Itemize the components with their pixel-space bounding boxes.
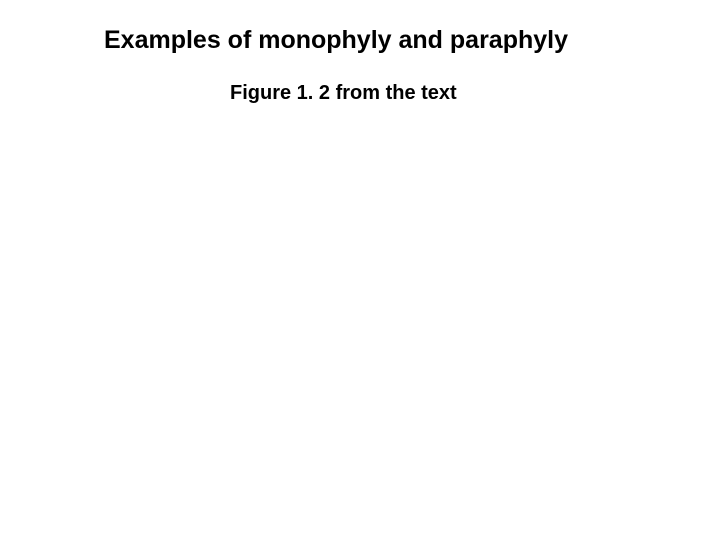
slide-title: Examples of monophyly and paraphyly	[104, 26, 568, 55]
slide-subtitle: Figure 1. 2 from the text	[230, 82, 457, 105]
